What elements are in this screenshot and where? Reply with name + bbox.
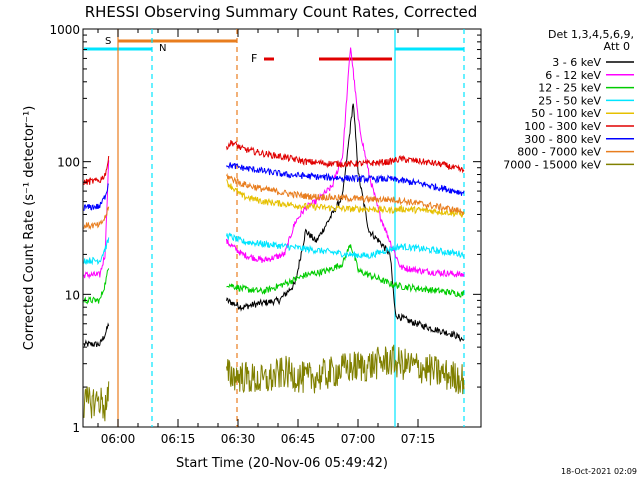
- series-line-4: [226, 179, 465, 218]
- x-tick-label: 06:15: [161, 432, 196, 446]
- series-line-7: [83, 172, 465, 230]
- legend-label: 7000 - 15000 keV: [503, 158, 601, 171]
- y-axis-ticks: 1 10 100 1000: [49, 23, 481, 435]
- y-axis-label: Corrected Count Rate (s⁻¹ detector⁻¹): [22, 106, 37, 351]
- x-tick-label: 06:00: [101, 432, 136, 446]
- legend-label: 100 - 300 keV: [524, 120, 601, 133]
- x-axis-label: Start Time (20-Nov-06 05:49:42): [176, 456, 388, 471]
- plot-frame: [82, 28, 482, 428]
- chart-title: RHESSI Observing Summary Count Rates, Co…: [85, 3, 478, 21]
- y-tick-label: 10: [65, 288, 80, 302]
- timestamp: 18-Oct-2021 02:09: [561, 467, 637, 476]
- attenuator-markers: [117, 29, 465, 427]
- series-line-5: [83, 139, 465, 185]
- y-tick-label: 1: [72, 421, 80, 435]
- night-flag-label: N: [159, 43, 166, 54]
- x-tick-label: 06:45: [281, 432, 316, 446]
- legend-label: 800 - 7000 keV: [517, 146, 601, 159]
- series-line-2: [83, 244, 465, 305]
- series-line-8: [83, 344, 465, 422]
- saa-flag-label: S: [105, 36, 111, 47]
- legend-label: 3 - 6 keV: [552, 56, 601, 69]
- x-tick-label: 07:15: [401, 432, 436, 446]
- legend-label: 25 - 50 keV: [538, 94, 601, 107]
- series-line-1: [83, 47, 465, 280]
- series-line-3: [83, 232, 465, 266]
- x-axis-ticks: 06:00 06:15 06:30 06:45 07:00 07:15: [97, 29, 436, 446]
- series-lines: [83, 47, 465, 422]
- y-tick-label: 100: [57, 156, 80, 170]
- y-tick-label: 1000: [49, 23, 80, 37]
- legend-detectors: Det 1,3,4,5,6,9,: [548, 28, 634, 41]
- x-tick-label: 07:00: [341, 432, 376, 446]
- legend-attenuator: Att 0: [604, 40, 630, 53]
- flare-flag-label: F: [251, 52, 257, 65]
- legend-label: 6 - 12 keV: [545, 69, 601, 82]
- x-tick-label: 06:30: [221, 432, 256, 446]
- legend-label: 12 - 25 keV: [538, 82, 601, 95]
- legend-label: 300 - 800 keV: [524, 133, 601, 146]
- series-line-0: [83, 103, 465, 348]
- series-line-6: [83, 162, 465, 211]
- legend-label: 50 - 100 keV: [531, 107, 601, 120]
